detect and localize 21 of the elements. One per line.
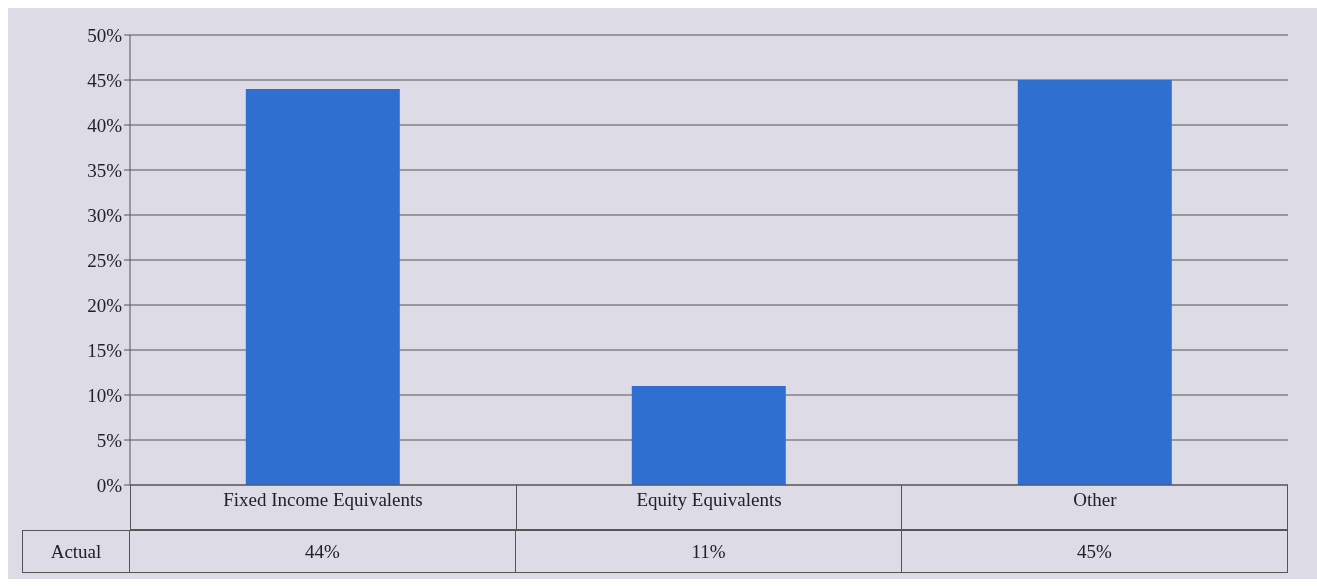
y-tick-label: 5% bbox=[96, 429, 123, 451]
bar bbox=[245, 89, 400, 485]
data-label: 44% bbox=[130, 530, 516, 573]
y-tick-label: 30% bbox=[87, 204, 123, 226]
y-tick-label: 20% bbox=[87, 294, 123, 316]
x-tick-label: Other bbox=[1073, 489, 1118, 511]
y-tick-label: 45% bbox=[87, 69, 123, 91]
y-tick-label: 25% bbox=[87, 249, 123, 271]
y-tick-label: 10% bbox=[87, 384, 123, 406]
text: Actual bbox=[22, 530, 130, 573]
y-tick-label: 40% bbox=[87, 114, 123, 136]
bar bbox=[1017, 80, 1172, 485]
x-tick-label: Fixed Income Equivalents bbox=[223, 489, 423, 511]
data-label: 45% bbox=[902, 530, 1288, 573]
x-tick-label: Equity Equivalents bbox=[636, 489, 782, 511]
data-label: 11% bbox=[516, 530, 902, 573]
y-tick-label: 0% bbox=[96, 474, 123, 496]
y-tick-label: 50% bbox=[87, 24, 123, 46]
y-tick-label: 15% bbox=[87, 339, 123, 361]
y-tick-label: 35% bbox=[87, 159, 123, 181]
bar bbox=[631, 386, 786, 485]
